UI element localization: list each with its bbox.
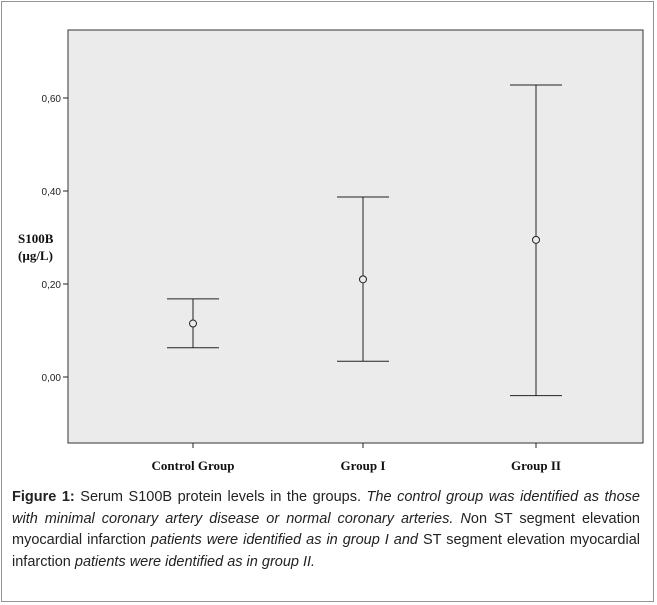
caption-text-3: on ST segment elevation myocardial infar… bbox=[12, 510, 640, 549]
mean-marker bbox=[532, 235, 540, 244]
x-tick-label: Group I bbox=[341, 458, 386, 473]
caption-text-1: Serum S100B protein levels in the groups… bbox=[74, 489, 367, 505]
caption-text-6: patients were identified as in group II. bbox=[74, 553, 316, 570]
x-tick-label: Group II bbox=[511, 458, 561, 473]
error-bars bbox=[167, 84, 562, 397]
y-tick-label: 0,40 bbox=[42, 187, 62, 198]
y-axis-label-line1: S100B bbox=[18, 231, 54, 246]
y-tick-label: 0,00 bbox=[42, 373, 62, 384]
caption-text-2: The control group was identified as thos… bbox=[12, 489, 640, 527]
y-tick-label: 0,20 bbox=[42, 280, 62, 291]
caption-label: Figure 1: bbox=[12, 489, 75, 505]
mean-marker bbox=[189, 319, 197, 328]
y-axis-ticks: 0,00 0,20 0,40 0,60 bbox=[42, 94, 68, 384]
plot-area bbox=[67, 29, 644, 444]
x-tick-label: Control Group bbox=[152, 458, 235, 473]
figure-caption: Figure 1: Serum S100B protein levels in … bbox=[12, 487, 640, 573]
caption-text-5: ST segment elevation myocardial infarcti… bbox=[12, 532, 640, 570]
mean-marker bbox=[359, 275, 367, 284]
x-axis-ticks: Control Group Group I Group II bbox=[152, 443, 561, 473]
y-axis-label-line2: (µg/L) bbox=[18, 248, 53, 263]
y-tick-label: 0,60 bbox=[42, 94, 62, 105]
caption-text-4: patients were identified as in group I a… bbox=[150, 532, 418, 548]
error-bar-chart: 0,00 0,20 0,40 0,60 Control Group Group I Gro… bbox=[42, 29, 644, 473]
